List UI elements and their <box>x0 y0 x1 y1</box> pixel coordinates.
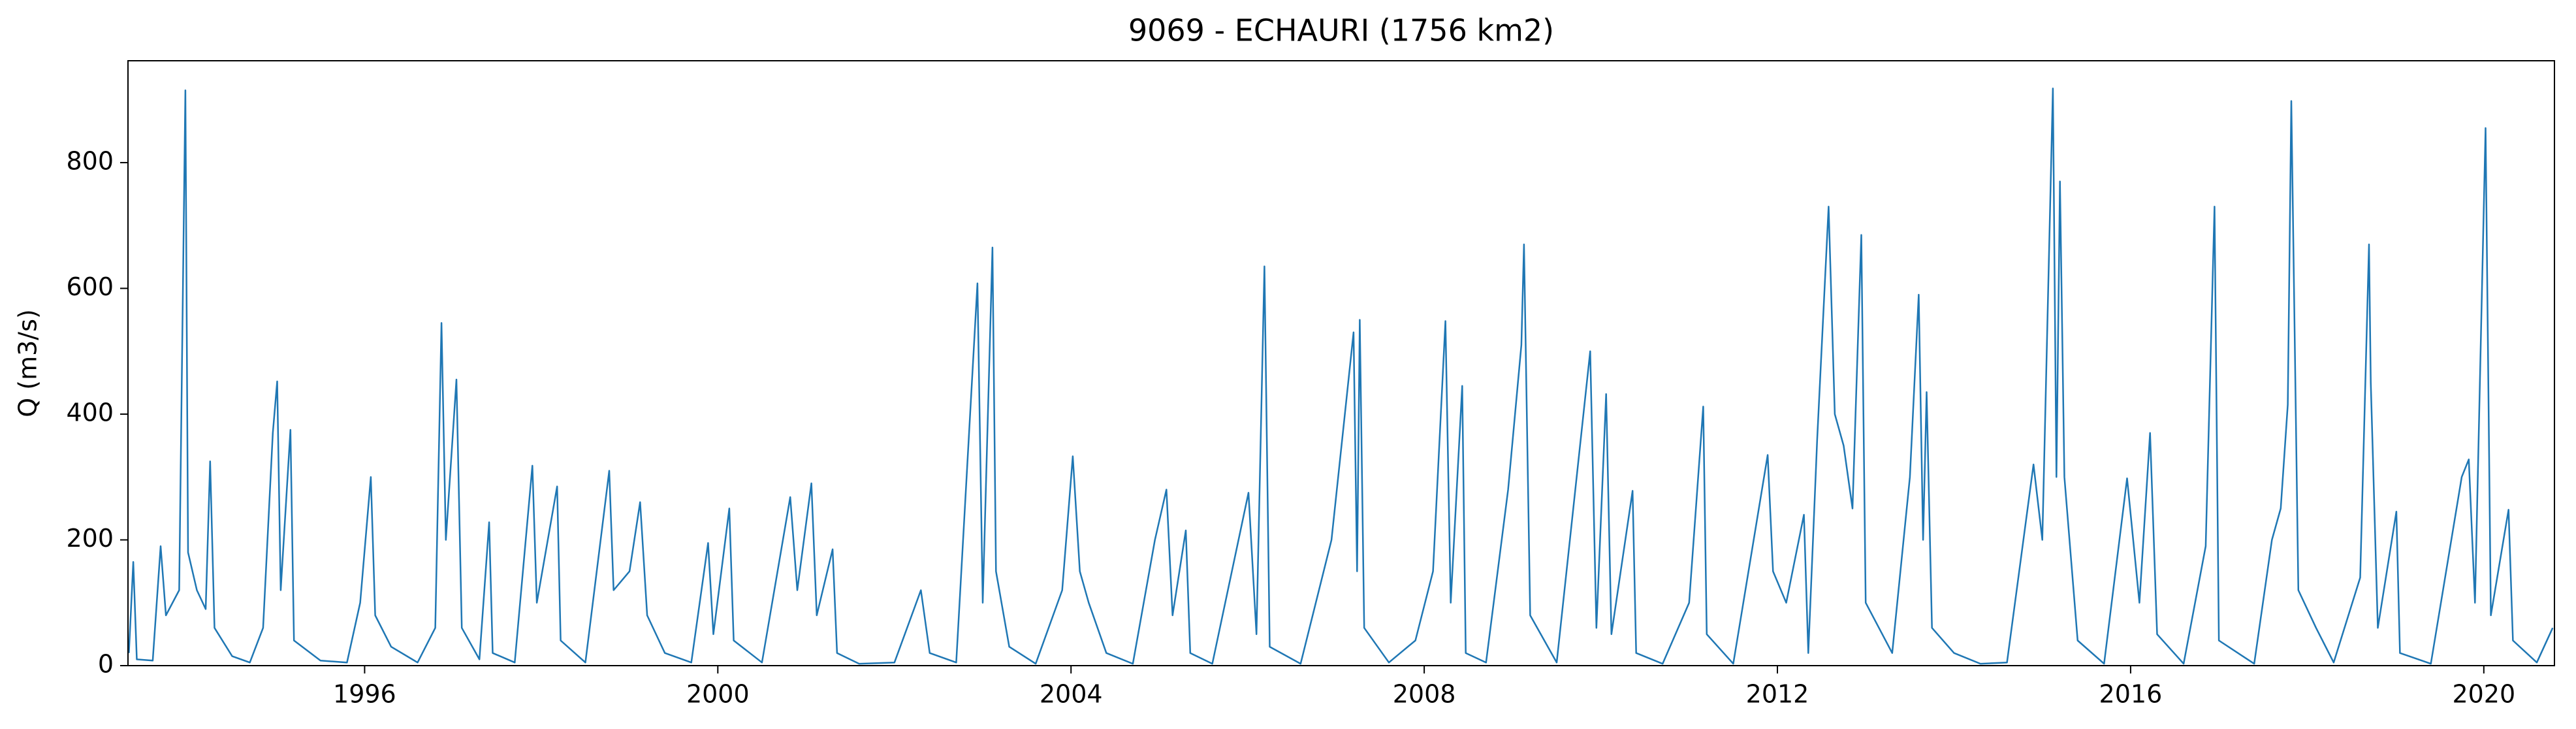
x-tick-label: 1996 <box>333 680 396 709</box>
y-axis-label: Q (m3/s) <box>14 309 42 417</box>
y-tick-label: 400 <box>66 398 114 427</box>
x-tick-label: 2004 <box>1040 680 1103 709</box>
chart-title: 9069 - ECHAURI (1756 km2) <box>1128 13 1554 48</box>
x-tick-label: 2000 <box>686 680 750 709</box>
y-tick-label: 0 <box>98 650 114 679</box>
plot-frame <box>127 60 2555 666</box>
y-tick-label: 200 <box>66 524 114 553</box>
x-tick-label: 2016 <box>2099 680 2163 709</box>
y-tick-label: 800 <box>66 146 114 175</box>
x-tick-label: 2012 <box>1746 680 1809 709</box>
x-tick-label: 2008 <box>1393 680 1456 709</box>
x-tick-label: 2020 <box>2452 680 2515 709</box>
series-line <box>128 88 2554 665</box>
y-tick-label: 600 <box>66 272 114 301</box>
